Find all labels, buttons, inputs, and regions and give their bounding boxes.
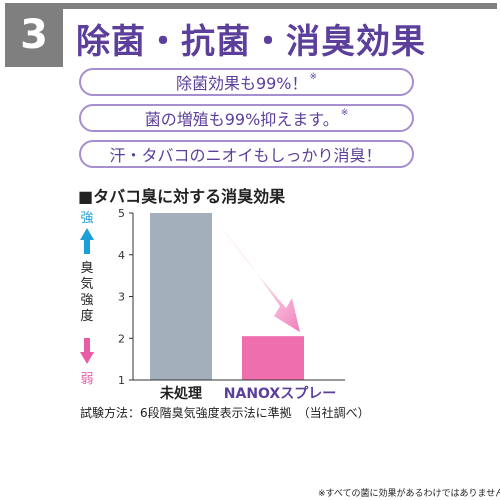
y-axis-label-char: 強 [80,293,93,308]
y-tick-label: 4 [118,249,125,262]
down-arrow-icon [80,352,94,364]
bar [242,336,304,380]
claim-text-1: 除菌効果も99%！ [175,74,308,93]
page-title: 除菌・抗菌・消臭効果 [76,22,426,62]
y-axis-label-char: 臭 [80,261,93,276]
decrease-arrow [214,213,300,333]
claim-mark-2: ※ [340,108,349,118]
claim-text-2: 菌の増殖も99%抑えます。 [144,110,339,129]
claim-pill-2: 菌の増殖も99%抑えます。 ※ [79,104,414,132]
y-tick-label: 2 [118,332,125,345]
header-bar [5,3,497,9]
claim-text-3: 汗・タバコのニオイもしっかり消臭！ [109,146,382,165]
y-bottom-label: 弱 [80,372,93,387]
y-axis-label-char: 度 [80,308,93,324]
y-tick-label: 3 [118,291,125,304]
y-axis-label-char: 気 [80,276,93,292]
x-category-label: NANOXスプレー [224,386,336,402]
up-arrow-shaft [84,240,90,254]
y-tick-label: 5 [118,207,125,220]
down-arrow-shaft [84,338,90,352]
claim-mark-1: ※ [309,72,318,82]
section-number: 3 [5,3,63,67]
bar [150,213,212,380]
chart-title: ■タバコ臭に対する消臭効果 [78,187,286,206]
claim-pill-1: 除菌効果も99%！ ※ [79,68,414,96]
x-category-label: 未処理 [160,385,202,402]
y-top-label: 強 [80,211,93,226]
test-method-note: 試験方法：6段階臭気強度表示法に準拠 （当社調べ） [80,406,370,420]
y-tick-label: 1 [118,374,125,387]
footnote: ※すべての菌に効果があるわけではありません。 [318,489,500,499]
claim-pill-3: 汗・タバコのニオイもしっかり消臭！ [79,140,414,168]
up-arrow-icon [80,228,94,240]
